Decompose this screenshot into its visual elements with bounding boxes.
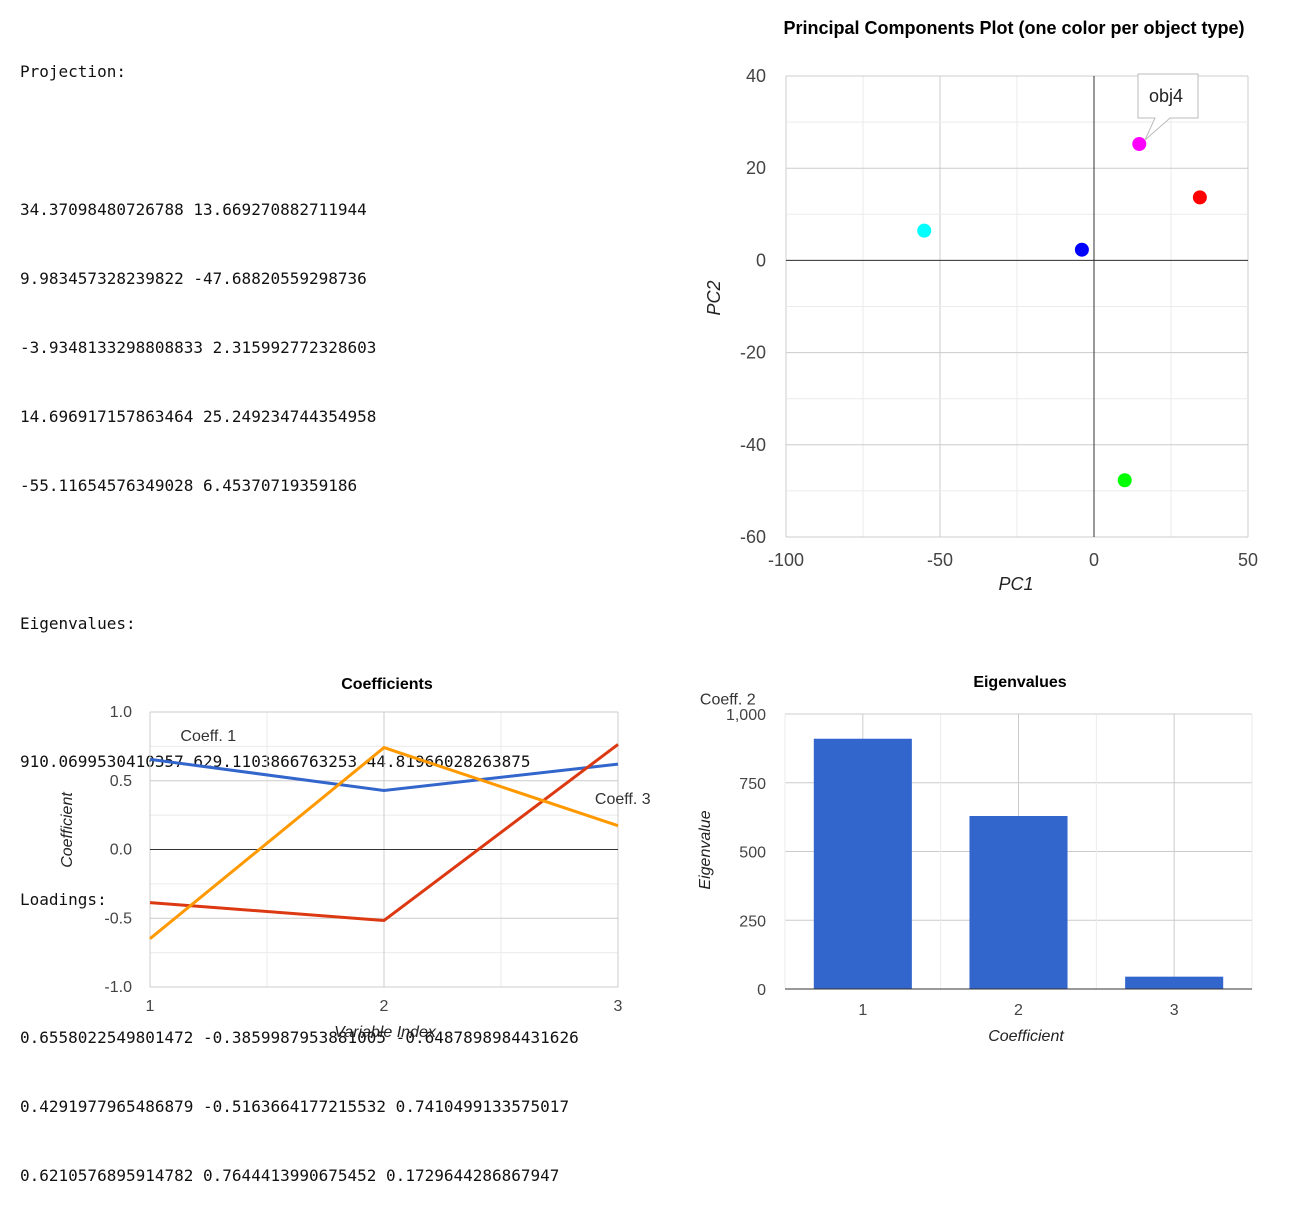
coef-series-line (149, 743, 619, 923)
projection-heading: Projection: (20, 62, 126, 81)
coef-series-label: Coeff. 3 (595, 791, 651, 808)
pca-chart-title: Principal Components Plot (one color per… (783, 18, 1244, 38)
coef-x-tick-label: 3 (614, 998, 623, 1015)
coef-x-tick-label: 1 (146, 998, 155, 1015)
pca-x-axis-label: PC1 (998, 574, 1033, 594)
loadings-heading: Loadings: (20, 890, 107, 909)
projection-row: -3.9348133298808833 2.315992772328603 (20, 338, 377, 357)
coef-y-tick-label: 1.0 (110, 704, 132, 721)
pca-point (917, 223, 932, 238)
coef-y-tick-label: -1.0 (104, 979, 132, 996)
eig-x-tick-label: 3 (1170, 1002, 1179, 1019)
eig-y-tick-label: 1,000 (726, 707, 766, 724)
coef-series-label: Coeff. 2 (700, 691, 756, 708)
eigenvalues-bar-chart: Eigenvalues 1 2 3 1,000 750 500 250 0 Coefficie… (697, 674, 1253, 1045)
eigenvalues-y-axis-label: Eigenvalue (697, 810, 714, 889)
eig-y-tick-label: 750 (739, 776, 766, 793)
coef-series-line (149, 745, 619, 940)
eig-y-tick-label: 0 (757, 982, 766, 999)
pca-y-tick-label: -20 (740, 343, 766, 363)
tooltip-bubble (1137, 73, 1199, 141)
pca-y-tick-label: -40 (740, 435, 766, 455)
pca-x-tick-label: -50 (927, 550, 953, 570)
coef-y-tick-label: -0.5 (104, 910, 132, 927)
pca-y-tick-label: 40 (746, 66, 766, 86)
coef-series-line (149, 757, 619, 792)
projection-row: 9.983457328239822 -47.68820559298736 (20, 269, 367, 288)
loadings-row: 0.4291977965486879 -0.5163664177215532 0… (20, 1097, 570, 1116)
tooltip-text: obj4 (1149, 86, 1183, 106)
pca-x-tick-label: -100 (768, 550, 804, 570)
pca-point (1192, 190, 1207, 205)
eig-x-tick-label: 2 (1014, 1002, 1023, 1019)
coef-y-tick-label: 0.5 (110, 773, 132, 790)
projection-row: -55.11654576349028 6.45370719359186 (20, 476, 358, 495)
eigenvalues-chart-title: Eigenvalues (973, 674, 1066, 691)
pca-point (1117, 473, 1132, 488)
projection-row: 14.696917157863464 25.249234744354958 (20, 407, 377, 426)
eigenvalues-heading: Eigenvalues: (20, 614, 136, 633)
pca-point (1132, 136, 1147, 151)
eig-y-tick-label: 250 (739, 913, 766, 930)
coefficients-line-chart: Coefficients 1 2 3 1.0 0.5 0.0 -0.5 -1.0 Coeff.… (59, 676, 756, 1041)
coef-series-label: Coeff. 1 (180, 728, 236, 745)
coefficients-x-axis-label: Variable Index (334, 1024, 437, 1041)
loadings-row: 0.6558022549801472 -0.3859987953881005 -… (20, 1028, 579, 1047)
coef-x-tick-label: 2 (380, 998, 389, 1015)
pca-point-tooltip: obj4 (1137, 73, 1199, 141)
pca-y-tick-label: 0 (756, 250, 766, 270)
eig-y-tick-label: 500 (739, 845, 766, 862)
coefficients-chart-title: Coefficients (341, 676, 433, 693)
pca-y-tick-label: -60 (740, 527, 766, 547)
pca-x-tick-label: 0 (1089, 550, 1099, 570)
pca-y-tick-label: 20 (746, 158, 766, 178)
projection-row: 34.37098480726788 13.669270882711944 (20, 200, 367, 219)
pca-point (1074, 242, 1089, 257)
loadings-row: 0.6210576895914782 0.7644413990675452 0.… (20, 1166, 560, 1185)
pca-scatter-chart: Principal Components Plot (one color per… (704, 18, 1258, 594)
eig-bar (969, 815, 1068, 989)
coef-y-tick-label: 0.0 (110, 842, 132, 859)
eig-bar (813, 738, 912, 989)
eig-x-tick-label: 1 (858, 1002, 867, 1019)
coefficients-y-axis-label: Coefficient (59, 792, 76, 868)
pca-x-tick-label: 50 (1238, 550, 1258, 570)
eig-bar (1125, 976, 1224, 989)
eigenvalues-x-axis-label: Coefficient (988, 1028, 1064, 1045)
eigenvalues-row: 910.0699530410357 629.1103866763253 44.8… (20, 752, 531, 771)
pca-y-axis-label: PC2 (704, 280, 724, 315)
